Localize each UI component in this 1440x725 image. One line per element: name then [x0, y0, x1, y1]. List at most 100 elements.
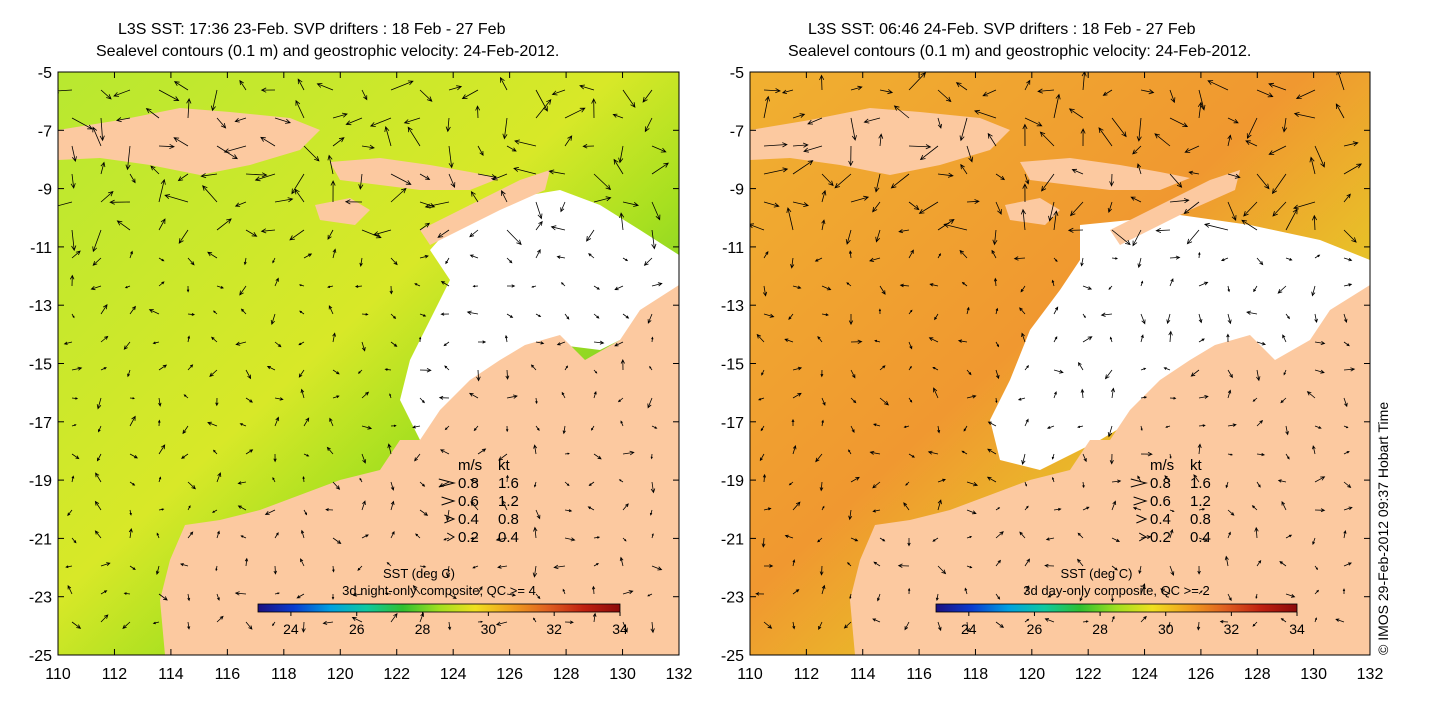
- velocity-arrow: [1219, 620, 1229, 624]
- legend-arrow: [441, 496, 456, 506]
- velocity-arrow: [1279, 560, 1287, 567]
- velocity-arrow: [152, 341, 160, 345]
- velocity-arrow: [1343, 529, 1347, 539]
- velocity-arrow: [359, 257, 363, 267]
- velocity-arrow: [790, 257, 795, 269]
- velocity-arrow: [872, 509, 881, 513]
- velocity-arrow: [71, 537, 77, 544]
- velocity-arrow: [1314, 617, 1317, 623]
- velocity-arrow: [1285, 453, 1290, 460]
- velocity-arrow: [1343, 506, 1353, 511]
- velocity-arrow: [71, 621, 82, 629]
- velocity-arrow: [1343, 257, 1353, 262]
- velocity-arrow: [445, 257, 450, 265]
- velocity-arrow: [1314, 254, 1321, 259]
- velocity-arrow: [928, 337, 939, 343]
- velocity-arrow: [468, 392, 479, 399]
- velocity-arrow: [1100, 312, 1113, 317]
- right-title-line1: L3S SST: 06:46 24-Feb. SVP drifters : 18…: [808, 21, 1196, 38]
- velocity-arrow: [239, 423, 247, 427]
- velocity-arrow: [187, 531, 194, 539]
- y-tick-label: -17: [29, 415, 52, 432]
- right-map: [750, 72, 1370, 655]
- velocity-arrow: [763, 507, 772, 511]
- velocity-arrow: [535, 425, 540, 431]
- velocity-arrow: [351, 617, 363, 623]
- velocity-arrow: [129, 397, 135, 400]
- velocity-arrow: [560, 282, 566, 287]
- velocity-arrow: [200, 173, 218, 179]
- velocity-arrow: [215, 565, 218, 572]
- velocity-arrow: [1285, 425, 1289, 436]
- velocity-arrow: [937, 499, 942, 511]
- velocity-arrow: [1041, 173, 1055, 192]
- velocity-arrow: [1343, 562, 1352, 567]
- velocity-arrow: [821, 173, 834, 187]
- velocity-arrow: [472, 285, 479, 288]
- velocity-arrow: [792, 501, 801, 511]
- x-tick-label: 118: [271, 666, 297, 683]
- velocity-arrow: [373, 229, 392, 237]
- velocity-arrow: [934, 313, 939, 321]
- velocity-arrow: [966, 509, 977, 515]
- velocity-arrow: [964, 587, 968, 595]
- velocity-arrow: [995, 621, 1005, 628]
- velocity-arrow: [987, 132, 997, 147]
- velocity-arrow: [905, 481, 910, 486]
- velocity-arrow: [129, 481, 136, 486]
- velocity-arrow: [1198, 537, 1209, 542]
- velocity-arrow: [647, 313, 653, 324]
- velocity-arrow: [390, 257, 398, 266]
- velocity-arrow: [1285, 534, 1293, 539]
- velocity-arrow: [1053, 507, 1062, 511]
- velocity-arrow: [982, 89, 997, 97]
- velocity-arrow: [1168, 330, 1173, 343]
- velocity-arrow: [1140, 396, 1148, 399]
- velocity-arrow: [470, 536, 479, 540]
- velocity-arrow: [792, 113, 806, 119]
- velocity-arrow: [792, 160, 814, 175]
- velocity-arrow: [869, 257, 881, 262]
- velocity-arrow: [1140, 89, 1155, 95]
- velocity-arrow: [1044, 618, 1055, 623]
- velocity-arrow: [99, 117, 105, 142]
- velocity-arrow: [963, 425, 968, 432]
- velocity-arrow: [419, 201, 436, 208]
- velocity-arrow: [1285, 593, 1296, 598]
- velocity-arrow: [1053, 391, 1057, 399]
- velocity-arrow: [328, 305, 334, 315]
- velocity-arrow: [991, 249, 997, 259]
- velocity-arrow: [1246, 310, 1258, 315]
- velocity-arrow: [1224, 555, 1229, 567]
- velocity-arrow: [1053, 93, 1061, 119]
- velocity-arrow: [561, 391, 566, 399]
- velocity-arrow: [332, 369, 340, 375]
- velocity-arrow: [414, 453, 421, 462]
- velocity-arrow: [593, 313, 600, 319]
- velocity-arrow: [1111, 565, 1118, 571]
- velocity-arrow: [274, 416, 280, 427]
- velocity-arrow: [821, 397, 826, 406]
- x-tick-label: 132: [1357, 666, 1384, 683]
- velocity-arrow: [995, 559, 1001, 567]
- left-land-nusa: [330, 158, 500, 190]
- velocity-arrow: [548, 169, 566, 175]
- velocity-arrow: [550, 225, 566, 231]
- velocity-arrow: [761, 537, 766, 548]
- velocity-arrow: [564, 620, 574, 624]
- velocity-arrow: [792, 366, 803, 371]
- velocity-arrow: [129, 453, 139, 459]
- velocity-arrow: [879, 89, 894, 95]
- velocity-arrow: [1335, 618, 1345, 623]
- velocity-arrow: [245, 229, 258, 237]
- velocity-arrow: [1132, 229, 1142, 247]
- velocity-arrow: [1198, 590, 1203, 595]
- velocity-arrow: [1343, 367, 1356, 372]
- velocity-arrow: [390, 313, 397, 320]
- velocity-arrow: [1293, 112, 1316, 119]
- y-tick-label: -25: [721, 648, 744, 665]
- colorbar-title: SST (deg C): [1060, 566, 1132, 581]
- velocity-arrow: [1082, 313, 1086, 319]
- velocity-arrow: [995, 173, 1006, 181]
